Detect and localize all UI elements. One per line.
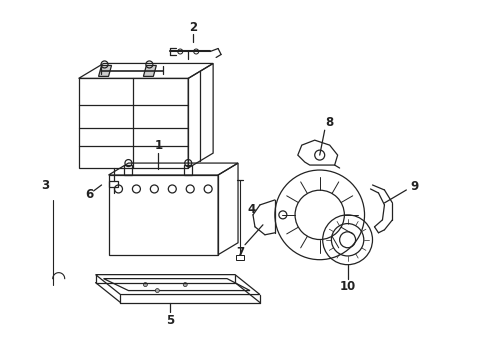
Bar — [124, 165, 132, 175]
Bar — [184, 165, 192, 175]
Text: 9: 9 — [410, 180, 418, 193]
Circle shape — [144, 283, 147, 287]
Text: 5: 5 — [166, 314, 174, 327]
Text: 6: 6 — [85, 188, 94, 202]
Bar — [108, 181, 119, 187]
Text: 3: 3 — [41, 180, 49, 193]
Circle shape — [183, 283, 187, 287]
Text: 1: 1 — [154, 139, 162, 152]
Bar — [236, 255, 244, 260]
Text: 7: 7 — [236, 246, 244, 259]
Text: 2: 2 — [189, 21, 197, 34]
Circle shape — [155, 289, 159, 293]
Text: 4: 4 — [248, 203, 256, 216]
Polygon shape — [98, 66, 112, 76]
Text: 8: 8 — [325, 116, 334, 129]
Text: 10: 10 — [340, 280, 356, 293]
Polygon shape — [144, 66, 156, 76]
